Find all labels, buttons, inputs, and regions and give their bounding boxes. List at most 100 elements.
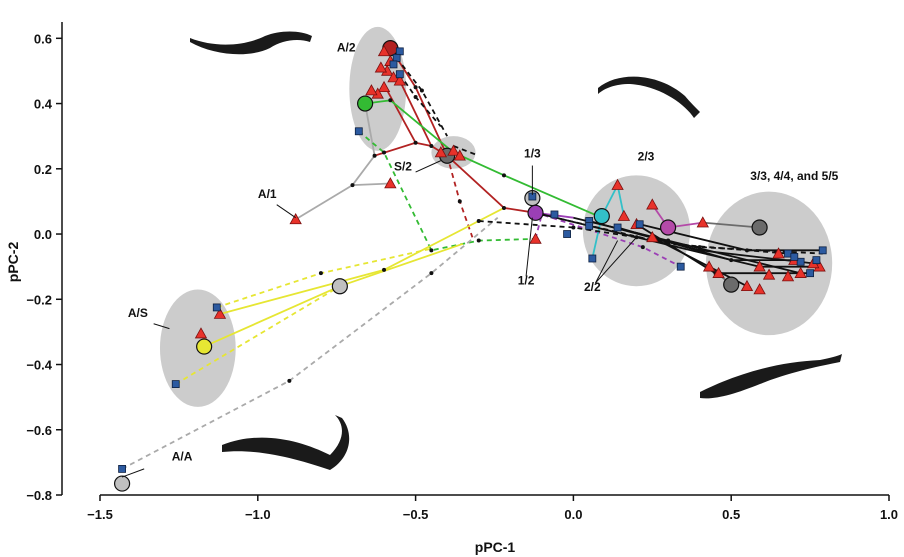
y-tick-label-7: 0.6 <box>34 31 52 46</box>
series-line-9 <box>219 207 505 315</box>
junction-dot-32-0 <box>413 95 418 100</box>
x-tick-label-5: 1.0 <box>880 507 898 522</box>
junction-dot-26-0 <box>744 248 749 253</box>
y-tick-label-5: 0.2 <box>34 162 52 177</box>
group-ellipse-3 <box>705 191 833 336</box>
square-point-1 <box>392 53 401 62</box>
triangle-point-11 <box>453 149 466 161</box>
square-point-4 <box>354 127 363 136</box>
series-lines <box>121 47 823 470</box>
triangle-point-24 <box>753 283 766 295</box>
series-line-12 <box>175 285 341 385</box>
square-points <box>118 47 827 473</box>
junction-dot-31-0 <box>419 88 424 93</box>
y-tick-label-4: 0.0 <box>34 227 52 242</box>
junction-dot-1-0 <box>372 153 377 158</box>
mean-point-10 <box>196 338 213 355</box>
group-label-7: 2/2 <box>584 280 601 294</box>
square-point-19 <box>812 256 821 265</box>
junction-dot-8-2 <box>476 238 481 243</box>
triangle-point-20 <box>646 230 659 243</box>
mean-point-5 <box>593 207 610 225</box>
junction-dot-9-0 <box>382 267 387 272</box>
junction-dot-5-0 <box>413 85 418 90</box>
label-leader-5 <box>595 236 637 284</box>
triangle-point-7 <box>393 74 406 86</box>
silhouette-2 <box>222 415 350 470</box>
group-label-1: A/1 <box>258 187 277 201</box>
square-point-13 <box>676 262 685 271</box>
mean-point-9 <box>331 278 348 295</box>
series-line-33 <box>453 145 480 157</box>
group-label-2: S/2 <box>394 159 412 173</box>
x-tick-label-1: −1.0 <box>245 507 271 522</box>
triangle-points <box>194 45 826 339</box>
triangle-point-25 <box>753 260 766 272</box>
triangle-point-16 <box>646 198 659 210</box>
square-point-15 <box>796 257 805 266</box>
group-ellipses <box>159 26 833 407</box>
series-line-13 <box>121 217 499 470</box>
y-tick-label-2: −0.4 <box>26 358 52 373</box>
square-point-20 <box>212 303 221 312</box>
label-leader-3 <box>525 217 533 277</box>
silhouettes <box>190 31 842 470</box>
triangle-point-34 <box>194 327 208 339</box>
junction-dot-7-2 <box>501 173 506 178</box>
triangle-point-4 <box>377 80 391 93</box>
mean-point-4 <box>527 204 544 221</box>
mean-point-1 <box>357 95 374 112</box>
square-point-0 <box>395 47 404 56</box>
square-point-18 <box>790 252 799 261</box>
junction-dot-7-0 <box>388 98 393 103</box>
junction-dot-4-1 <box>501 205 506 210</box>
series-line-3 <box>398 80 434 148</box>
square-point-12 <box>588 254 597 263</box>
square-point-16 <box>806 269 814 278</box>
triangle-point-0 <box>377 45 391 57</box>
junction-dot-30-0 <box>666 241 671 246</box>
triangle-point-15 <box>611 178 624 190</box>
axes: −1.5 −1.0 −0.5 0.0 0.5 1.0 −0.8 −0.6 −0.4 −0.2 0.0… <box>26 22 898 522</box>
group-labels: A/2 A/1 S/2 1/3 2/3 3/3, 4/4, and 5/5 1/2 2/2 A/… <box>121 40 839 478</box>
x-tick-label-4: 0.5 <box>722 507 740 522</box>
silhouette-3 <box>700 354 842 399</box>
x-tick-label-3: 0.0 <box>564 507 582 522</box>
triangle-point-8 <box>374 61 388 73</box>
y-tick-label-0: −0.8 <box>26 488 52 503</box>
group-label-3: 1/3 <box>524 146 541 160</box>
label-leader-4 <box>595 240 619 284</box>
label-leader-7 <box>153 323 170 330</box>
group-label-5: 3/3, 4/4, and 5/5 <box>750 169 838 183</box>
square-point-10 <box>563 230 571 238</box>
label-leader-6 <box>121 468 145 478</box>
silhouette-0 <box>190 31 312 55</box>
triangle-point-21 <box>702 260 716 272</box>
triangle-point-23 <box>740 279 754 292</box>
junction-dot-25-0 <box>729 258 734 263</box>
label-leader-0 <box>276 204 296 219</box>
x-tick-label-0: −1.5 <box>87 507 113 522</box>
triangle-point-13 <box>384 177 397 189</box>
silhouette-1 <box>598 76 700 118</box>
series-line-0 <box>295 182 391 221</box>
square-point-6 <box>550 210 559 219</box>
triangle-point-14 <box>529 232 542 244</box>
square-point-3 <box>395 70 404 79</box>
square-point-9 <box>585 221 594 230</box>
square-point-17 <box>818 246 827 255</box>
series-line-10 <box>203 242 464 348</box>
mean-point-11 <box>113 475 131 492</box>
triangle-point-28 <box>794 266 807 278</box>
triangle-point-10 <box>434 146 448 158</box>
junction-dot-29-1 <box>697 245 702 250</box>
triangle-point-12 <box>289 213 302 225</box>
square-point-21 <box>171 380 180 388</box>
junction-dot-24-0 <box>697 248 702 253</box>
triangle-point-33 <box>213 307 227 319</box>
mean-point-8 <box>723 276 740 293</box>
series-line-31 <box>395 57 448 137</box>
junction-dot-2-0 <box>413 140 418 145</box>
triangle-point-22 <box>712 266 725 278</box>
mean-point-6 <box>659 219 677 236</box>
